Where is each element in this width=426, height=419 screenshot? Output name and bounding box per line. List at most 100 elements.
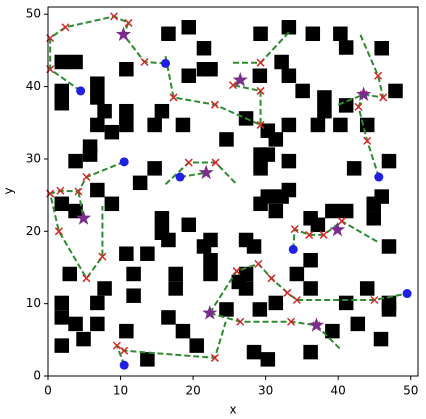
path-line bbox=[164, 161, 239, 186]
obstacle bbox=[333, 117, 348, 133]
obstacle bbox=[305, 26, 321, 42]
waypoint bbox=[283, 288, 292, 297]
obstacle bbox=[317, 90, 332, 105]
obstacle bbox=[366, 196, 381, 212]
obstacle bbox=[68, 153, 83, 169]
obstacle bbox=[274, 54, 289, 70]
obstacle bbox=[181, 217, 196, 233]
waypoint bbox=[256, 120, 265, 129]
obstacle bbox=[388, 83, 403, 99]
obstacle bbox=[338, 98, 354, 113]
obstacle bbox=[303, 253, 318, 268]
obstacle bbox=[54, 338, 70, 353]
y-tick-label: 40 bbox=[26, 79, 41, 93]
obstacle bbox=[295, 83, 310, 99]
goal-point bbox=[115, 26, 132, 41]
obstacle bbox=[140, 246, 155, 261]
goal-point bbox=[355, 86, 372, 102]
obstacle bbox=[281, 68, 297, 83]
waypoint bbox=[267, 274, 276, 283]
waypoint bbox=[211, 158, 220, 167]
waypoint bbox=[82, 172, 91, 182]
obstacle bbox=[346, 161, 362, 176]
obstacle bbox=[252, 68, 268, 83]
goal-point bbox=[308, 317, 325, 332]
obstacle bbox=[175, 323, 191, 339]
obstacle bbox=[310, 217, 326, 233]
obstacle bbox=[268, 295, 284, 311]
obstacle bbox=[126, 266, 141, 282]
waypoint bbox=[56, 186, 65, 195]
waypoint bbox=[120, 346, 129, 355]
obstacle bbox=[231, 274, 247, 290]
obstacle bbox=[54, 310, 70, 325]
waypoint bbox=[210, 100, 219, 109]
obstacle bbox=[54, 295, 70, 311]
obstacle bbox=[219, 132, 234, 147]
obstacle bbox=[268, 132, 284, 147]
start-point bbox=[119, 360, 129, 370]
obstacle bbox=[90, 117, 105, 133]
obstacle bbox=[90, 182, 105, 198]
start-point bbox=[161, 58, 171, 68]
obstacle bbox=[189, 338, 204, 353]
obstacle bbox=[359, 281, 375, 296]
waypoint bbox=[337, 217, 346, 226]
obstacle bbox=[268, 203, 284, 219]
x-tick-label: 50 bbox=[403, 384, 418, 398]
obstacle bbox=[303, 344, 318, 360]
waypoint bbox=[354, 102, 363, 111]
waypoint bbox=[228, 81, 238, 90]
waypoint bbox=[169, 93, 178, 102]
obstacle bbox=[168, 266, 183, 282]
obstacle bbox=[350, 316, 366, 332]
obstacle bbox=[325, 203, 340, 219]
waypoint bbox=[363, 136, 372, 145]
obstacle bbox=[68, 54, 83, 70]
y-axis-label: y bbox=[2, 187, 16, 194]
obstacle bbox=[104, 196, 120, 212]
obstacle bbox=[147, 117, 162, 133]
obstacle bbox=[366, 211, 381, 226]
path-line bbox=[208, 262, 408, 314]
obstacle bbox=[175, 117, 191, 133]
obstacle bbox=[253, 196, 268, 212]
start-point bbox=[288, 244, 298, 254]
obstacle bbox=[181, 20, 196, 35]
obstacle bbox=[253, 147, 268, 162]
obstacle bbox=[119, 117, 134, 133]
obstacle bbox=[373, 331, 389, 347]
waypoint bbox=[292, 295, 301, 305]
y-tick-label: 50 bbox=[26, 7, 41, 21]
obstacle bbox=[338, 40, 354, 55]
path-line bbox=[357, 94, 380, 178]
obstacle bbox=[260, 352, 276, 367]
path-line bbox=[122, 33, 166, 65]
waypoint bbox=[287, 317, 296, 326]
obstacle bbox=[203, 253, 218, 268]
waypoint bbox=[109, 12, 119, 21]
goal-point bbox=[75, 210, 92, 225]
obstacle bbox=[68, 203, 83, 219]
path-line bbox=[48, 160, 125, 281]
waypoint bbox=[74, 187, 83, 196]
obstacle bbox=[82, 147, 98, 162]
obstacle bbox=[317, 103, 332, 119]
obstacle bbox=[203, 232, 218, 248]
obstacle bbox=[252, 302, 268, 317]
obstacle bbox=[104, 124, 120, 140]
plot-frame bbox=[47, 6, 419, 377]
obstacle bbox=[119, 103, 134, 119]
waypoint bbox=[232, 267, 241, 276]
x-tick-label: 40 bbox=[331, 384, 346, 398]
obstacle bbox=[119, 61, 134, 77]
waypoint bbox=[82, 274, 91, 283]
obstacle bbox=[62, 266, 78, 282]
x-axis-label: x bbox=[229, 403, 236, 417]
x-tick-label: 30 bbox=[258, 384, 273, 398]
obstacle bbox=[381, 153, 397, 169]
waypoint bbox=[184, 158, 193, 167]
obstacle bbox=[181, 68, 196, 83]
waypoint bbox=[140, 57, 149, 67]
obstacle bbox=[203, 266, 218, 282]
